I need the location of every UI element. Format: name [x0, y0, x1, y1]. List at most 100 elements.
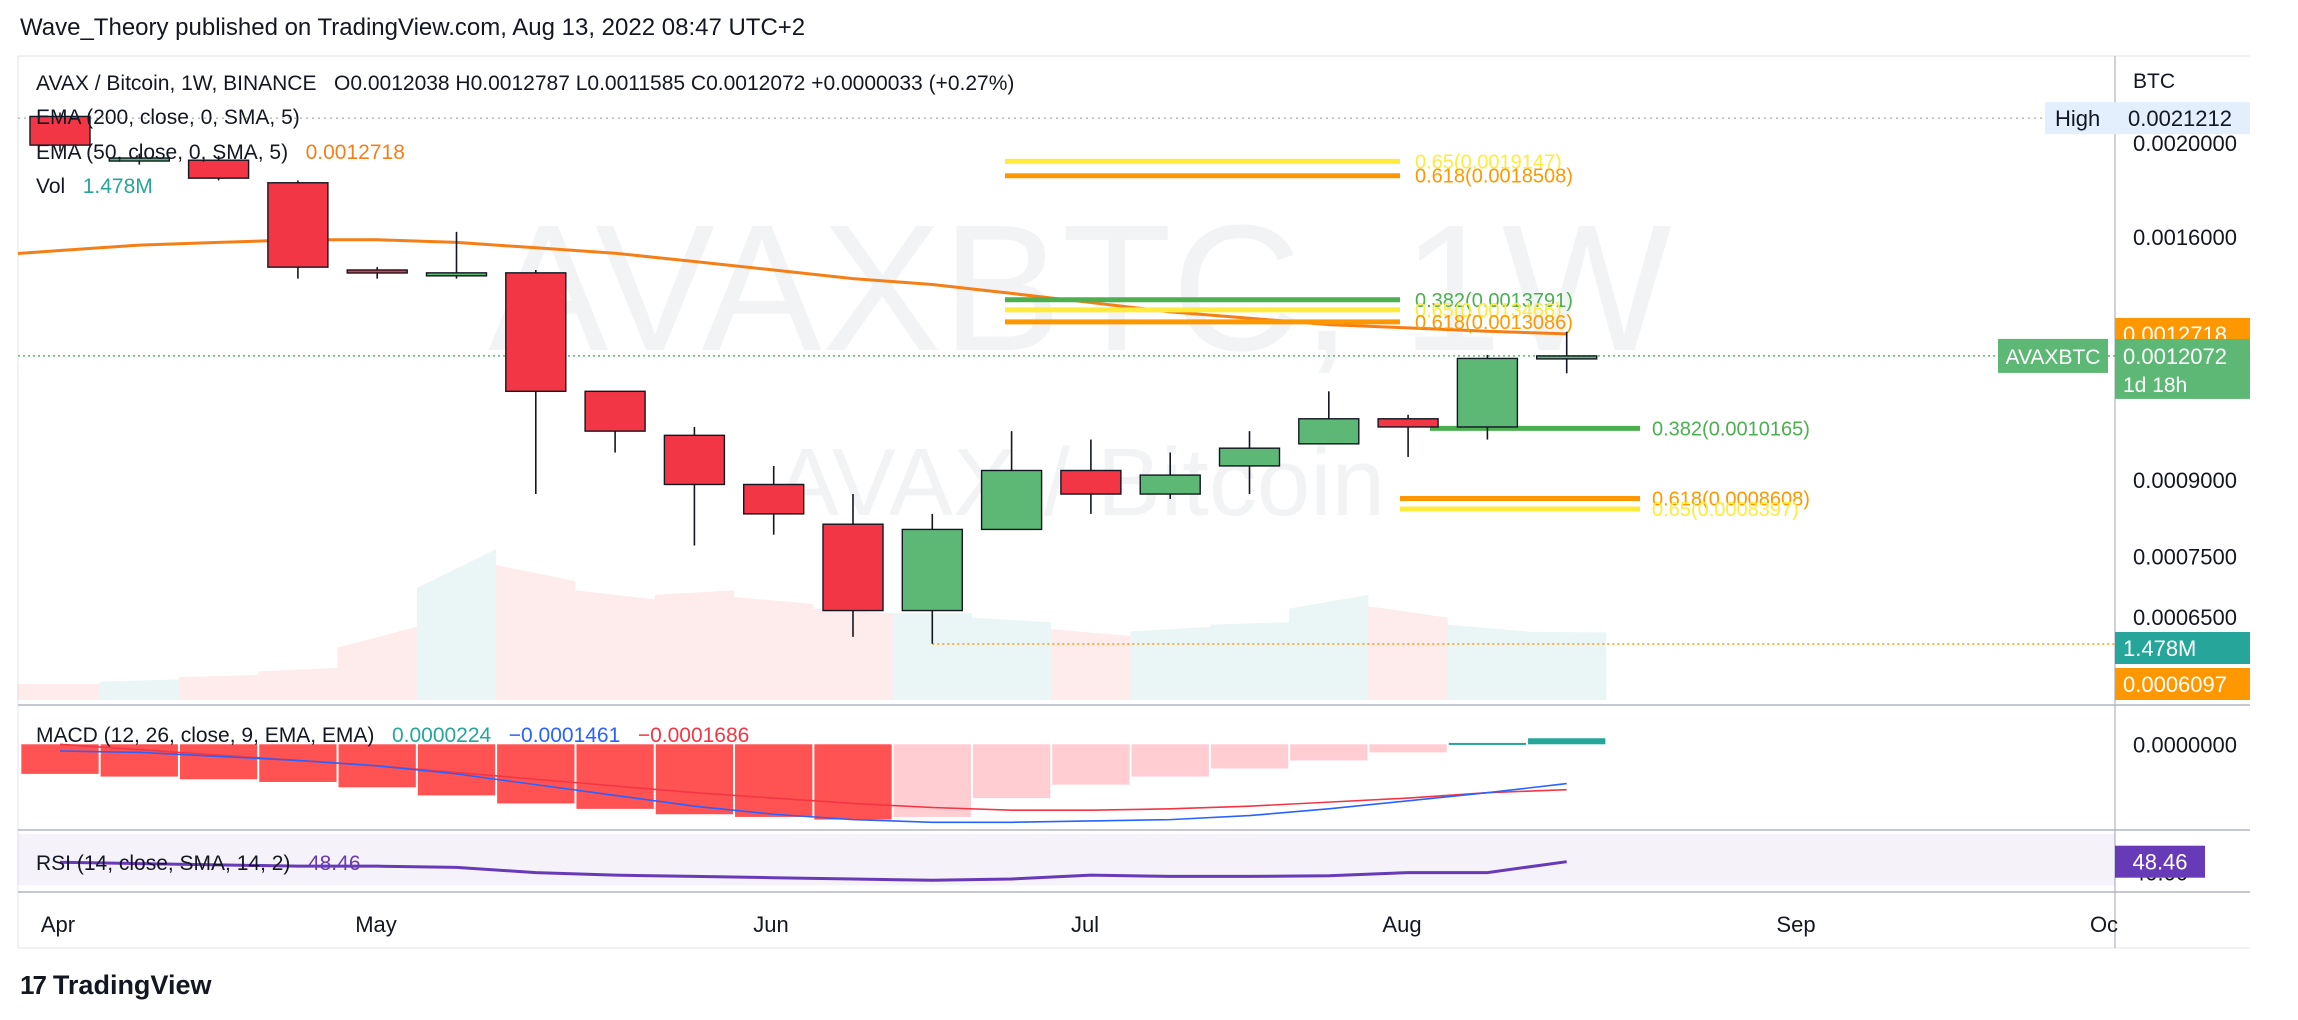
macd-histogram-bar [735, 744, 813, 817]
candle-body [1456, 357, 1519, 428]
symbol-badge-bg [1998, 338, 2108, 373]
publisher-header: Wave_Theory published on TradingView.com… [20, 14, 806, 41]
candle-body [1377, 418, 1439, 428]
volume-bar [575, 590, 655, 700]
rsi-badge-bg [2115, 845, 2205, 878]
volume-bar [1368, 606, 1448, 700]
candle-body [187, 159, 250, 179]
volume-bar [1051, 629, 1131, 700]
candle-body [108, 157, 171, 162]
fib-level-label: 0.65(0.0019147) [1415, 151, 1562, 173]
macd-histogram-bar [1052, 744, 1130, 785]
macd-histogram-bar [972, 744, 1051, 799]
volume-bar [734, 597, 814, 700]
last-price-badge-bg [2115, 338, 2250, 399]
macd-histogram-bar [1528, 738, 1606, 745]
volume-bar [654, 590, 735, 700]
volume-bar [258, 668, 338, 700]
rsi-line [59, 860, 1567, 882]
macd-histogram-bar [179, 744, 258, 780]
legend-row-ema50[interactable]: EMA (50, close, 0, SMA, 5) 0.0012718 [36, 141, 405, 165]
volume-bar [1130, 626, 1210, 700]
candle-body [1060, 469, 1122, 495]
legend-row-rsi[interactable]: RSI (14, close, SMA, 14, 2) 48.46 [36, 852, 361, 876]
volume-bar [337, 626, 417, 700]
legend-rsi: RSI (14, close, SMA, 14, 2) [36, 852, 291, 875]
price-badge-value: 0.0006097 [2123, 672, 2227, 697]
legend-symbol[interactable]: AVAX / Bitcoin, 1W, BINANCE [36, 72, 317, 95]
time-tick-label: Oc [2090, 912, 2118, 937]
axes-layer: BTC 0.0020000 0.0016000 0.0009000 0.0007500 0… [41, 70, 2237, 937]
macd-histogram-bar [1448, 742, 1527, 745]
macd-histogram-bar [21, 744, 99, 774]
price-tick-label: 0.0006500 [2133, 605, 2237, 630]
horizontal-levels [18, 117, 2115, 645]
time-tick-label: Aug [1382, 912, 1421, 937]
last-price-badge-value: 0.0012072 [2123, 344, 2227, 369]
legend-row-volume[interactable]: Vol 1.478M [36, 175, 153, 199]
countdown-label: 1d 18h [2123, 374, 2187, 397]
macd-line [59, 750, 1567, 824]
fib-level-label: 0.618(0.0018508) [1415, 166, 1573, 188]
rsi-badge-value: 48.46 [2132, 850, 2187, 875]
candle-body [29, 115, 91, 146]
volume-bar [1447, 624, 1528, 700]
fib-level-label: 0.65(0.0008397) [1652, 499, 1799, 521]
legend-row-macd[interactable]: MACD (12, 26, close, 9, EMA, EMA) 0.0000… [36, 724, 749, 748]
candle-body [743, 483, 805, 515]
candle-body [980, 469, 1043, 531]
fib-level-label: 0.618(0.0013086) [1415, 312, 1573, 334]
legend-vol-label: Vol [36, 175, 66, 198]
candle-body [584, 390, 646, 432]
fib-level-label: 0.65(0.0013466) [1415, 300, 1562, 322]
legend-row-ema200[interactable]: EMA (200, close, 0, SMA, 5) [36, 106, 300, 130]
price-tick-label: 0.0020000 [2133, 131, 2237, 156]
high-badge-value: 0.0021212 [2128, 106, 2232, 131]
tradingview-logo-icon: 17 [20, 970, 47, 1000]
time-tick-label: Sep [1776, 912, 1815, 937]
volume-bar [1289, 594, 1369, 700]
volume-bar [178, 674, 259, 700]
high-badge-tag: High [2055, 106, 2100, 131]
rsi-layer [18, 834, 2115, 886]
volume-bar [892, 613, 972, 700]
tradingview-logo[interactable]: 17 TradingView [20, 970, 211, 1001]
legend-macd-line: −0.0001461 [508, 724, 621, 747]
macd-histogram-bar [814, 744, 892, 820]
price-tick-label: 0.0007500 [2133, 545, 2237, 570]
candle-body [425, 272, 488, 277]
volume-bar [416, 549, 497, 700]
macd-histogram-bar [655, 744, 734, 815]
candle-body [1218, 447, 1281, 467]
macd-histogram-bar [1290, 744, 1368, 761]
price-badge-bg [2115, 632, 2250, 664]
candle-body [346, 269, 408, 274]
volume-bar [1209, 622, 1290, 700]
legend-macd: MACD (12, 26, close, 9, EMA, EMA) [36, 724, 375, 747]
symbol-badge-tag: AVAXBTC [2006, 346, 2101, 369]
volume-bar [99, 679, 179, 700]
volume-bar [18, 684, 100, 700]
price-tick-label: 0.0009000 [2133, 468, 2237, 493]
macd-tick-label: 0.0000000 [2133, 732, 2237, 757]
macd-histogram-bar [259, 744, 337, 782]
volume-bar [813, 608, 893, 700]
macd-layer [21, 738, 1606, 824]
legend-ema50-value: 0.0012718 [305, 141, 405, 164]
time-tick-label: May [355, 912, 397, 937]
price-badge-bg [2115, 668, 2250, 700]
candle-body [267, 182, 329, 268]
macd-histogram-bar [1131, 744, 1209, 777]
currency-label: BTC [2133, 70, 2175, 93]
volume-bar [496, 565, 576, 700]
candle-body [1139, 474, 1201, 495]
legend-row-symbol: AVAX / Bitcoin, 1W, BINANCE O0.0012038 H… [36, 72, 1014, 96]
macd-histogram-bar [1210, 744, 1289, 769]
legend-ema200: EMA (200, close, 0, SMA, 5) [36, 106, 300, 129]
time-tick-label: Apr [41, 912, 75, 937]
legend-macd-signal: −0.0001686 [637, 724, 750, 747]
candle-body [901, 528, 963, 612]
macd-histogram-bar [1369, 744, 1447, 753]
